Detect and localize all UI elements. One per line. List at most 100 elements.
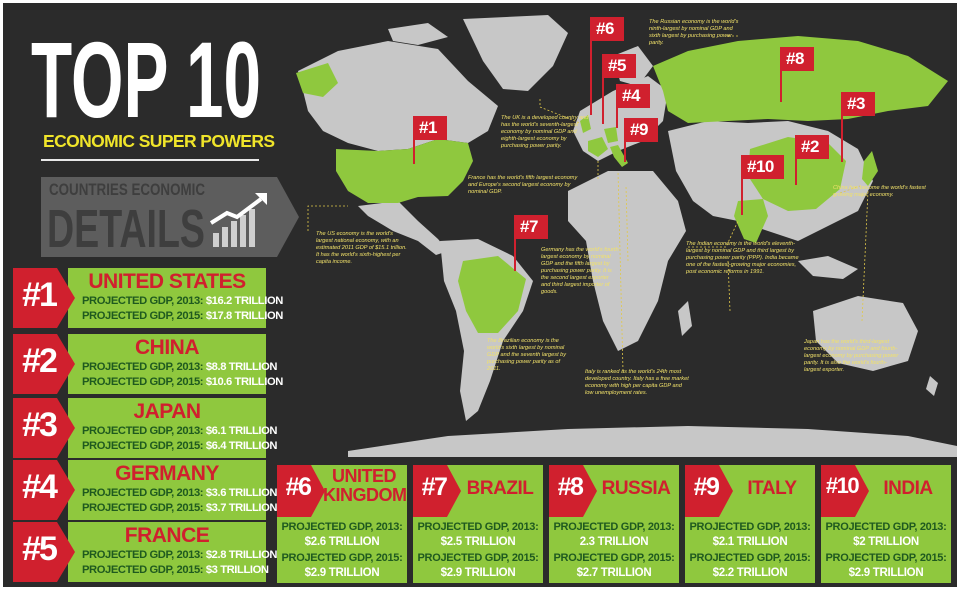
gdp-value: $2.6 TRILLION [304, 536, 380, 548]
country-name: JAPAN [133, 400, 201, 423]
rank-number: #9 [693, 473, 720, 501]
rank-arrow [277, 465, 325, 517]
gdp-value: $2.9 TRILLION [848, 567, 924, 579]
gdp-value: $2 TRILLION [853, 536, 919, 548]
country-name: RUSSIA [601, 478, 671, 499]
flag-label: #9 [624, 118, 658, 142]
gdp-label: PROJECTED GDP, 2015: [82, 310, 204, 322]
gdp-label: PROJECTED GDP, 2013: [553, 521, 675, 533]
gdp-value: $10.6 TRILLION [205, 376, 283, 388]
gdp-2015: PROJECTED GDP, 2015: $3.7 TRILLION [82, 502, 278, 514]
gdp-value: $2.2 TRILLION [712, 567, 788, 579]
rank-box: CHINA PROJECTED GDP, 2013: $8.8 TRILLION… [68, 334, 283, 394]
rank-number: #4 [22, 468, 58, 506]
flag-pole [841, 92, 843, 162]
flag-label: #3 [841, 92, 875, 116]
rank-number: #3 [22, 406, 58, 444]
rank-number: #10 [825, 473, 860, 498]
details-line1: COUNTRIES ECONOMIC [49, 180, 205, 199]
country-name: UNITED STATES [88, 270, 246, 293]
rank-arrow [13, 268, 75, 328]
flag-label: #8 [780, 47, 814, 71]
gdp-label: PROJECTED GDP, 2013: [82, 361, 204, 373]
rank-card-10: #10 INDIA PROJECTED GDP, 2013: $2 TRILLI… [821, 465, 951, 583]
gdp-value: $8.8 TRILLION [205, 361, 278, 373]
gdp-label: PROJECTED GDP, 2013: [689, 521, 811, 533]
gdp-label: PROJECTED GDP, 2015: [825, 552, 947, 564]
note-uk: The UK is a developed country and has th… [501, 115, 589, 149]
note-brazil: The Brazilian economy is the world's six… [487, 338, 567, 372]
gdp-2013: PROJECTED GDP, 2013: $6.1 TRILLION [82, 425, 278, 437]
infographic: TOP 10 ECONOMIC SUPER POWERS COUNTRIES E… [3, 3, 957, 587]
rank-number: #5 [22, 530, 58, 568]
rank-card-6: #6 UNITED KINGDOM PROJECTED GDP, 2013: $… [277, 465, 407, 583]
flag-pole [741, 155, 743, 215]
callout-lines [307, 35, 869, 372]
rank-card-7: #7 BRAZIL PROJECTED GDP, 2013: $2.5 TRIL… [413, 465, 543, 583]
note-germany: Germany has the world's fourth largest e… [541, 247, 619, 295]
note-france: France has the world's fifth largest eco… [468, 175, 578, 195]
gdp-label: PROJECTED GDP, 2013: [825, 521, 947, 533]
country-name: FRANCE [124, 524, 210, 547]
gdp-value: $3 TRILLION [205, 564, 269, 576]
country-name: BRAZIL [466, 478, 534, 499]
gdp-value: $6.4 TRILLION [205, 440, 278, 452]
rank-arrow [13, 460, 75, 520]
rank-number: #2 [22, 342, 58, 380]
flag-pole [795, 135, 797, 185]
note-us: The US economy is the world's largest na… [316, 231, 407, 265]
rank-arrow [13, 398, 75, 458]
gdp-2013: PROJECTED GDP, 2013: $3.6 TRILLION [82, 487, 278, 499]
rank-arrow [13, 522, 75, 582]
rank-arrow [821, 465, 869, 517]
flag-pole [780, 47, 782, 102]
gdp-value: $2.5 TRILLION [440, 536, 516, 548]
country-name: GERMANY [115, 462, 219, 485]
rank-row-4: GERMANY PROJECTED GDP, 2013: $3.6 TRILLI… [13, 460, 278, 520]
flag-pole [514, 215, 516, 271]
gdp-2015: PROJECTED GDP, 2015: $6.4 TRILLION [82, 440, 278, 452]
flag-pole [590, 17, 592, 115]
gdp-label: PROJECTED GDP, 2015: [82, 564, 204, 576]
gdp-value: $2.7 TRILLION [576, 567, 652, 579]
gdp-label: PROJECTED GDP, 2015: [82, 376, 204, 388]
flag-label: #10 [741, 155, 784, 179]
note-russia: The Russian economy is the world's ninth… [649, 19, 739, 46]
growth-chart-icon [209, 193, 267, 247]
gdp-value: $3.6 TRILLION [205, 487, 278, 499]
gdp-label: PROJECTED GDP, 2015: [82, 440, 204, 452]
flag-label: #7 [514, 215, 548, 239]
rank-row-2: CHINA PROJECTED GDP, 2013: $8.8 TRILLION… [13, 334, 283, 394]
gdp-label: PROJECTED GDP, 2015: [553, 552, 675, 564]
gdp-value: $16.2 TRILLION [205, 295, 283, 307]
subtitle: ECONOMIC SUPER POWERS [43, 131, 275, 151]
rank-number: #6 [285, 473, 312, 501]
flag-label: #2 [795, 135, 829, 159]
rank-box: UNITED STATES PROJECTED GDP, 2013: $16.2… [68, 268, 283, 328]
flag-label: #4 [616, 84, 650, 108]
country-name: CHINA [135, 336, 200, 359]
rank-box: FRANCE PROJECTED GDP, 2013: $2.8 TRILLIO… [68, 522, 278, 582]
gdp-value: $6.1 TRILLION [205, 425, 278, 437]
gdp-label: PROJECTED GDP, 2015: [82, 502, 204, 514]
country-name: INDIA [883, 478, 933, 499]
gdp-2013: PROJECTED GDP, 2013: $16.2 TRILLION [82, 295, 283, 307]
rank-row-3: JAPAN PROJECTED GDP, 2013: $6.1 TRILLION… [13, 398, 278, 458]
rank-card-8: #8 RUSSIA PROJECTED GDP, 2013: 2.3 TRILL… [549, 465, 679, 583]
flag-label: #6 [590, 17, 624, 41]
rank-row-1: UNITED STATES PROJECTED GDP, 2013: $16.2… [13, 268, 283, 328]
country-name: UNITED KINGDOM [323, 466, 407, 505]
gdp-label: PROJECTED GDP, 2013: [82, 295, 204, 307]
gdp-label: PROJECTED GDP, 2013: [417, 521, 539, 533]
gdp-2015: PROJECTED GDP, 2015: $17.8 TRILLION [82, 310, 283, 322]
note-japan: Japan has the world's third-largest econ… [804, 339, 899, 373]
gdp-value: $3.7 TRILLION [205, 502, 278, 514]
country-name: ITALY [747, 478, 797, 499]
gdp-label: PROJECTED GDP, 2013: [82, 549, 204, 561]
main-title: TOP 10 [31, 25, 261, 125]
rank-box: GERMANY PROJECTED GDP, 2013: $3.6 TRILLI… [68, 460, 278, 520]
note-italy: Italy is ranked as the world's 24th most… [585, 369, 689, 396]
rank-arrow [685, 465, 733, 517]
rank-number: #8 [557, 473, 584, 501]
note-china: China has become the world's fastest gro… [833, 185, 926, 198]
